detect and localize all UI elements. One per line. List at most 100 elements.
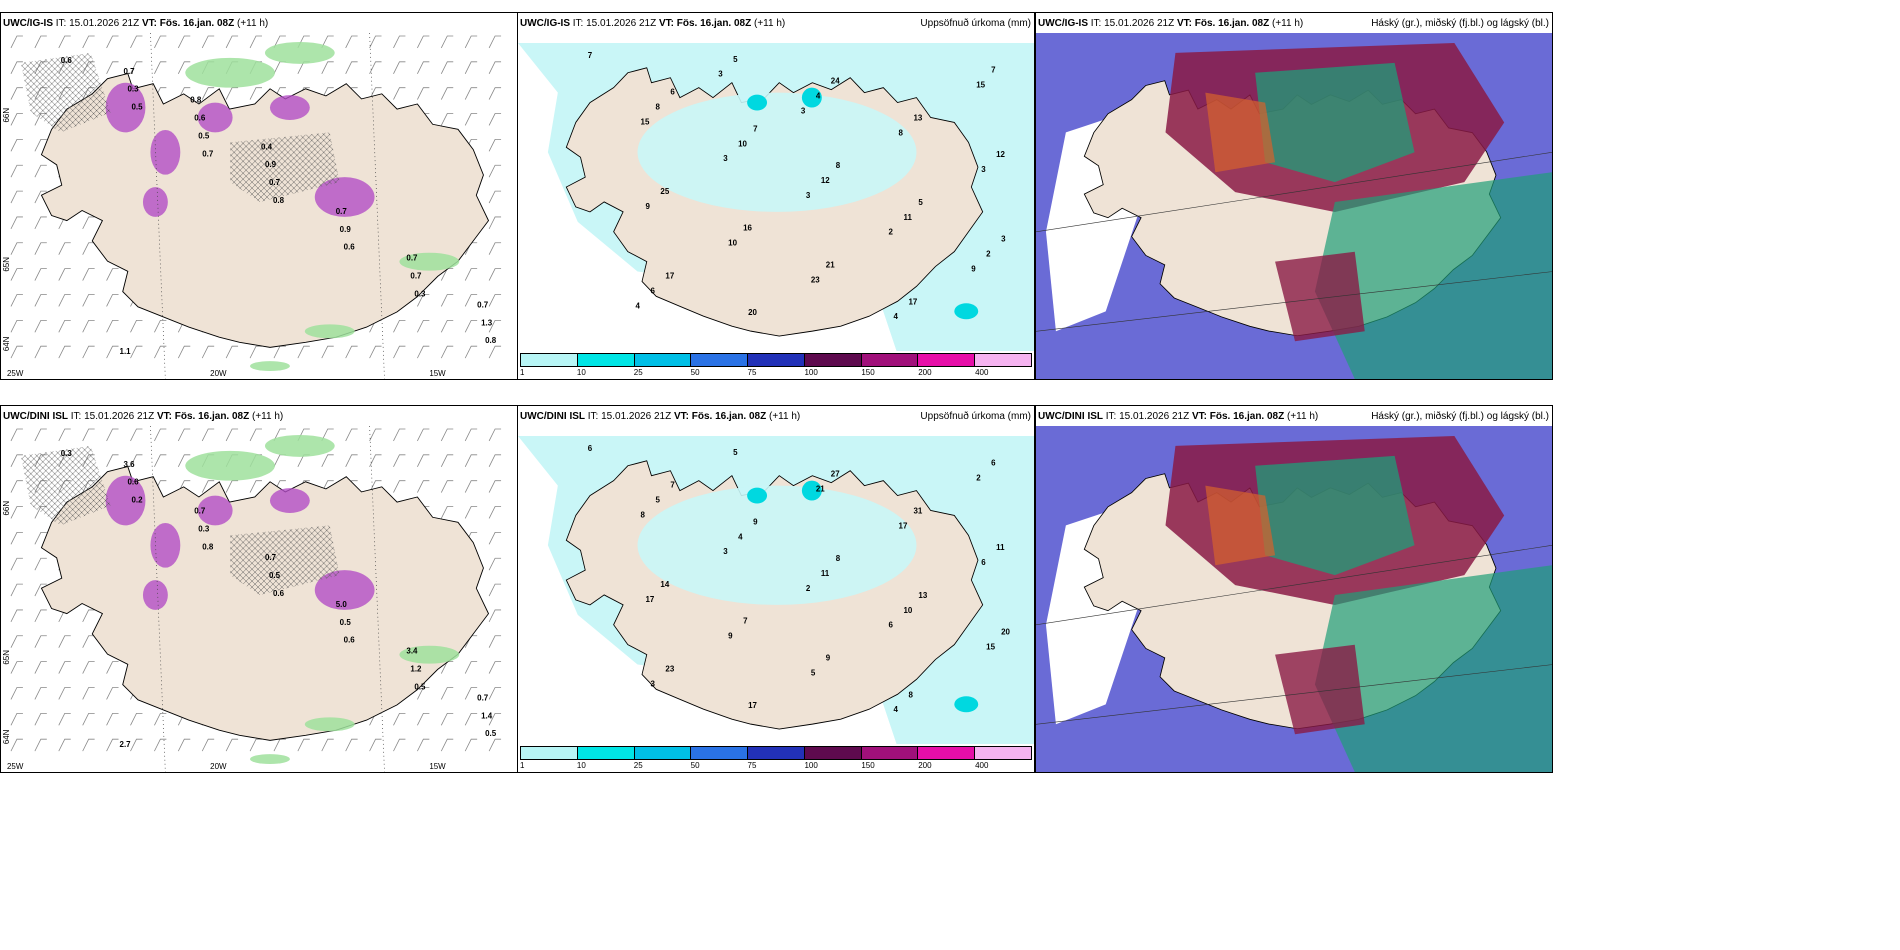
valid-time: VT: Fös. 16.jan. 08Z <box>658 18 752 29</box>
panel-header: UWC/DINI ISL IT: 15.01.2026 21Z VT: Fös.… <box>1 406 517 426</box>
panel-header: UWC/IG-IS IT: 15.01.2026 21Z VT: Fös. 16… <box>518 13 1034 33</box>
colorbar-swatch <box>918 354 976 366</box>
model-name: UWC/IG-IS <box>520 18 570 29</box>
panel-dini-cloud: UWC/DINI ISL IT: 15.01.2026 21Z VT: Fös.… <box>1035 405 1553 773</box>
precip-value: 0.6 <box>61 56 73 65</box>
colorbar-label: 10 <box>576 761 586 770</box>
colorbar: 1 10 25 50 75 100 150 200 400 <box>518 351 1034 379</box>
colorbar-label: 50 <box>690 368 700 377</box>
field-title: Háský (gr.), miðský (fj.bl.) og lágský (… <box>1371 18 1549 29</box>
precip-value: 0.7 <box>269 178 281 187</box>
model-name: UWC/DINI ISL <box>3 411 68 422</box>
colorbar-label: 50 <box>690 761 700 770</box>
precip-value: 0.3 <box>128 85 140 94</box>
panel-header: UWC/IG-IS IT: 15.01.2026 21Z VT: Fös. 16… <box>1 13 517 33</box>
axis-label: 15W <box>429 369 446 378</box>
map-accum-precip: 6 7 9 8 13 20 23 17 27 31 11 14 7 9 8 6 5 4 11 10 15 3 5 21 17 6 1… <box>518 426 1034 744</box>
colorbar-label: 200 <box>918 761 932 770</box>
precip-value: 6 <box>588 444 593 453</box>
colorbar-label: 1 <box>520 761 525 770</box>
lead-time: (+11 h) <box>1272 18 1304 29</box>
precip-value: 7 <box>743 617 748 626</box>
colorbar: 1 10 25 50 75 100 150 200 400 <box>518 744 1034 772</box>
precip-value: 5 <box>733 55 738 64</box>
axis-label: 65N <box>2 650 11 665</box>
precip-value: 0.7 <box>406 254 418 263</box>
colorbar-label: 100 <box>804 368 818 377</box>
valid-time: VT: Fös. 16.jan. 08Z <box>141 18 235 29</box>
init-time: IT: 15.01.2026 21Z <box>55 18 140 29</box>
precip-value: 0.7 <box>124 67 136 76</box>
precip-value: 4 <box>738 532 743 541</box>
model-name: UWC/IG-IS <box>1038 18 1088 29</box>
colorbar-swatch <box>861 747 919 759</box>
panel-ig-cloud: UWC/IG-IS IT: 15.01.2026 21Z VT: Fös. 16… <box>1035 12 1553 380</box>
precip-value: 0.3 <box>198 524 210 533</box>
precip-value: 17 <box>908 297 917 306</box>
axis-label: 20W <box>210 762 227 771</box>
precip-value: 0.5 <box>198 131 210 140</box>
precip-value: 9 <box>728 632 733 641</box>
colorbar-label: 75 <box>747 761 757 770</box>
lead-time: (+11 h) <box>1287 411 1319 422</box>
precip-value: 0.8 <box>273 196 285 205</box>
axis-label: 25W <box>7 762 24 771</box>
precip-value: 0.7 <box>477 693 489 702</box>
precip-value: 2 <box>889 228 894 237</box>
model-name: UWC/IG-IS <box>3 18 53 29</box>
precip-value: 0.8 <box>485 336 497 345</box>
precip-value: 2 <box>976 474 981 483</box>
precip-value: 13 <box>913 113 922 122</box>
valid-time: VT: Fös. 16.jan. 08Z <box>673 411 767 422</box>
colorbar-labels: 1 10 25 50 75 100 150 200 400 <box>520 761 1032 771</box>
precip-value: 1.2 <box>410 665 422 674</box>
precip-value: 0.4 <box>261 142 273 151</box>
precip-value: 0.6 <box>194 114 206 123</box>
precip-value: 2 <box>806 584 811 593</box>
precip-value: 0.9 <box>265 160 277 169</box>
precip-value: 0.2 <box>131 496 143 505</box>
precip-value: 24 <box>831 77 840 86</box>
precip-value: 10 <box>728 239 737 248</box>
precip-value: 6 <box>670 88 675 97</box>
colorbar-label: 150 <box>861 761 875 770</box>
precip-value: 0.5 <box>269 571 281 580</box>
precip-value: 8 <box>655 103 660 112</box>
panel-header: UWC/DINI ISL IT: 15.01.2026 21Z VT: Fös.… <box>518 406 1034 426</box>
precip-value: 3.4 <box>406 647 418 656</box>
precip-value: 3 <box>981 165 986 174</box>
precip-value: 23 <box>811 275 820 284</box>
precip-value: 6 <box>650 286 655 295</box>
precip-value: 12 <box>996 150 1005 159</box>
colorbar-label: 1 <box>520 368 525 377</box>
precip-value: 17 <box>899 521 908 530</box>
precip-value: 11 <box>821 569 830 578</box>
precip-value: 17 <box>646 595 655 604</box>
axis-label: 15W <box>429 762 446 771</box>
precip-value: 0.6 <box>273 589 285 598</box>
colorbar-swatch <box>918 747 976 759</box>
valid-time: VT: Fös. 16.jan. 08Z <box>156 411 250 422</box>
precip-value: 6 <box>981 558 986 567</box>
precip-value: 7 <box>991 66 996 75</box>
colorbar-label: 400 <box>975 761 989 770</box>
precip-value: 1.4 <box>481 711 493 720</box>
lead-time: (+11 h) <box>769 411 801 422</box>
axis-label: 25W <box>7 369 24 378</box>
precip-value: 0.7 <box>202 149 214 158</box>
precip-value: 5 <box>733 448 738 457</box>
colorbar-swatch <box>521 747 578 759</box>
map-cloud-cover <box>1036 426 1552 772</box>
precip-value: 15 <box>641 117 650 126</box>
panel-header: UWC/DINI ISL IT: 15.01.2026 21Z VT: Fös.… <box>1036 406 1552 426</box>
colorbar-label: 75 <box>747 368 757 377</box>
colorbar-swatch <box>634 354 692 366</box>
colorbar-label: 400 <box>975 368 989 377</box>
lead-time: (+11 h) <box>252 411 284 422</box>
panel-header: UWC/IG-IS IT: 15.01.2026 21Z VT: Fös. 16… <box>1036 13 1552 33</box>
precip-value: 0.7 <box>265 553 277 562</box>
precip-value: 25 <box>660 187 669 196</box>
colorbar-swatches <box>520 353 1032 367</box>
precip-value: 20 <box>1001 628 1010 637</box>
precip-value: 4 <box>636 301 641 310</box>
